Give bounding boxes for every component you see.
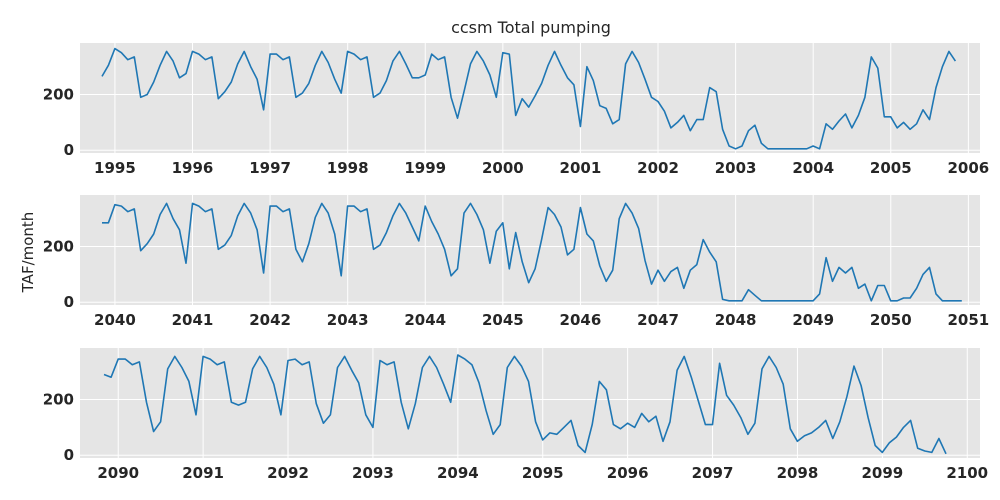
chart-title: ccsm Total pumping [451,18,611,37]
x-tick-label: 2049 [792,311,834,329]
x-tick-label: 2048 [715,311,757,329]
x-tick-label: 2094 [437,464,479,482]
y-tick-label: 0 [64,293,74,311]
x-tick-label: 1995 [94,159,136,177]
series-line [103,354,947,455]
x-tick-label: 2100 [946,464,988,482]
y-tick-label: 200 [43,391,74,409]
x-tick-label: 2093 [352,464,394,482]
panel-2: 2040 2041 2042 2043 2044 2045 2046 2047 2048 2049… [43,195,989,329]
plot-background [80,195,980,305]
y-tick-label: 200 [43,238,74,256]
x-tick-label: 2045 [482,311,524,329]
x-tick-label: 2046 [560,311,602,329]
panel-3: 2090 2091 2092 2093 2094 2095 2096 2097 2098 2099… [43,348,988,482]
x-tick-label: 2091 [182,464,224,482]
series-line [101,47,957,150]
x-tick-label: 2092 [267,464,309,482]
plot-background [80,348,980,458]
x-tick-label: 2099 [861,464,903,482]
x-tick-label: 2050 [870,311,912,329]
x-tick-label: 2040 [94,311,136,329]
x-tick-label: 2000 [482,159,524,177]
x-tick-label: 2043 [327,311,369,329]
x-tick-label: 2044 [404,311,446,329]
x-tick-label: 2005 [870,159,912,177]
x-tick-label: 2042 [249,311,291,329]
x-tick-label: 2095 [522,464,564,482]
series-line [102,202,962,302]
x-tick-label: 2047 [637,311,679,329]
x-tick-label: 1997 [249,159,291,177]
x-tick-label: 2051 [947,311,989,329]
y-tick-label: 200 [43,86,74,104]
x-tick-label: 2006 [947,159,989,177]
x-tick-label: 1996 [172,159,214,177]
y-tick-label: 0 [64,446,74,464]
x-tick-label: 2041 [172,311,214,329]
x-tick-label: 1998 [327,159,369,177]
y-axis-label: TAF/month [19,212,37,294]
x-tick-label: 2003 [715,159,757,177]
x-tick-label: 2098 [777,464,819,482]
x-tick-label: 2001 [560,159,602,177]
x-tick-label: 1999 [404,159,446,177]
x-tick-label: 2097 [692,464,734,482]
y-tick-label: 0 [64,141,74,159]
panels: 1995 1996 1997 1998 1999 2000 2001 2002 2003 2004… [43,43,989,482]
panel-1: 1995 1996 1997 1998 1999 2000 2001 2002 2003 2004… [43,43,989,177]
plot-background [80,43,980,153]
x-tick-label: 2004 [792,159,834,177]
x-tick-label: 2002 [637,159,679,177]
x-tick-label: 2090 [97,464,139,482]
x-tick-label: 2096 [607,464,649,482]
